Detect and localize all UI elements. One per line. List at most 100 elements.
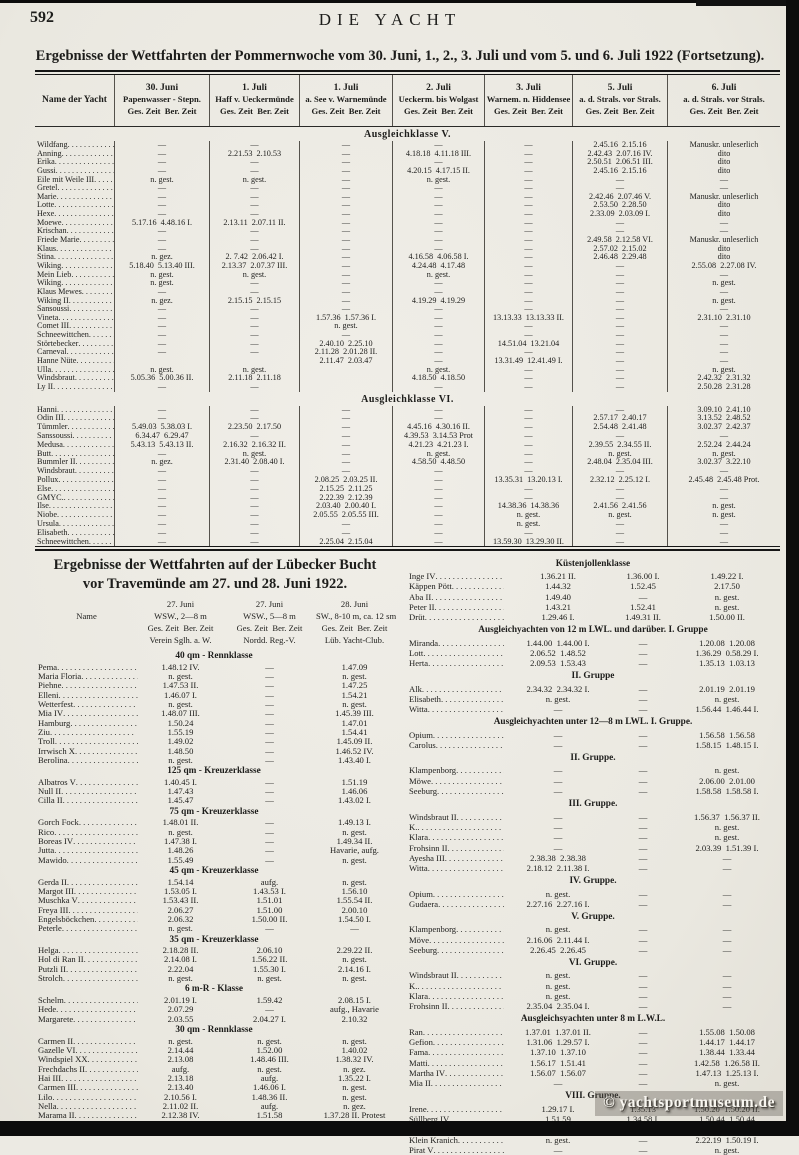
result-cell: dito <box>717 210 731 219</box>
yacht-name: Gussi <box>35 166 115 176</box>
yacht-name-label: Hede <box>38 1005 57 1015</box>
table-row: Ayesha III 2.38.38 2.38.38 — — <box>406 853 780 863</box>
dotted-leader <box>429 935 504 945</box>
dotted-leader <box>435 602 504 612</box>
yacht-name-label: Seeburg <box>409 944 438 955</box>
result-cell: — <box>265 855 274 865</box>
dotted-leader <box>425 612 504 622</box>
yacht-name: Else <box>35 484 115 494</box>
result-cell: n. gest. <box>168 924 193 934</box>
dotted-leader <box>58 476 114 485</box>
result-cell: — <box>638 1145 648 1155</box>
dotted-leader <box>74 887 138 896</box>
table-row: Muschka V 1.53.43 II. 1.51.01 1.55.54 II. <box>35 896 393 905</box>
luebeck-title-line2: vor Travemünde am 27. und 28. Juni 1922. <box>82 576 348 592</box>
table-row: Jutta 1.48.26 — Havarie, aufg. <box>35 846 393 855</box>
yacht-name-label: Marama II <box>38 1111 75 1121</box>
yacht-name-label: Wiking II <box>37 296 69 305</box>
result-cell: 2.38.38 2.38.38 <box>530 852 586 863</box>
result-cell: — <box>115 405 210 415</box>
yacht-name: Helga <box>35 946 138 955</box>
yacht-name: Gerda II <box>35 878 138 887</box>
table-row: Gussi———4.20.15 4.17.15 II.—2.45.16 2.15… <box>35 166 780 176</box>
result-cell: 1.51.00 <box>256 905 283 915</box>
yacht-name-label: Vineta <box>37 313 59 322</box>
result-cell: 1.49.13 I. <box>338 818 371 828</box>
result-cell: 1.50.00 II. <box>709 612 745 623</box>
dotted-leader <box>423 648 504 658</box>
dotted-leader <box>73 700 138 709</box>
yacht-name-label: Witta <box>409 863 428 874</box>
result-cell: — <box>722 970 732 981</box>
result-cell: 2.40.10 2.25.10 <box>300 339 393 349</box>
result-cell: — <box>300 166 393 176</box>
result-cell: — <box>638 863 648 874</box>
result-cell: — <box>300 227 393 237</box>
yacht-name-label: Gudaera <box>409 898 439 909</box>
yacht-name: Nella <box>35 1102 138 1111</box>
dotted-leader <box>79 818 138 827</box>
table-row: Windsbraut——————— <box>35 467 780 476</box>
result-cell: n. gest. <box>257 1064 282 1074</box>
yacht-name-label: Drüt <box>409 612 425 623</box>
result-cell: 3.09.10 2.41.10 <box>697 405 751 414</box>
result-cell: 2.03.40 2.00.40 I. <box>300 502 393 512</box>
result-cell: — <box>300 175 393 185</box>
table-row: Klaus Mewes——————— <box>35 287 780 297</box>
dotted-leader <box>62 924 138 933</box>
yacht-name: Windspiel XX <box>35 1055 138 1064</box>
result-cell: 2.26.45 2.26.45 <box>530 944 586 955</box>
dotted-leader <box>56 245 114 254</box>
yacht-name: Hamburg <box>35 719 138 728</box>
table-row: Piehne 1.47.53 II. — 1.47.25 <box>35 681 393 690</box>
yacht-name: Pollux <box>35 475 115 485</box>
yacht-name: Odin III <box>35 414 115 424</box>
result-cell: 4.45.16 4.30.16 II. <box>393 423 485 432</box>
result-cell: — <box>485 244 573 254</box>
yacht-name: Martha IV <box>406 1068 504 1078</box>
result-cell: 1.46.07 I. <box>164 690 197 700</box>
table-row: Berolina n. gest. — 1.43.40 I. <box>35 756 393 765</box>
table-row: K. — — n. gest. <box>406 822 780 832</box>
column-header-race-3: 1. Juli a. See v. Warnemünde Ges. Zeit B… <box>300 75 393 126</box>
result-cell: — <box>485 201 573 211</box>
yacht-name-label: Peter II <box>409 602 435 613</box>
result-cell: 2.35.04 2.35.04 I. <box>526 1001 590 1012</box>
dotted-leader <box>61 1074 138 1083</box>
result-cell: 1.59.42 <box>256 995 283 1005</box>
yacht-name: Piehne <box>35 681 138 690</box>
result-cell: 2.53.50 2.28.50 <box>573 201 668 211</box>
table-row: Lott 2.06.52 1.48.52 — 1.36.29 0.58.29 I. <box>406 648 780 658</box>
table-row: Boreas IV 1.47.38 I. — 1.49.34 II. <box>35 837 393 846</box>
table-row: Peter II 1.43.21 1.52.41 n. gest. <box>406 602 780 612</box>
yacht-name: Mawido <box>35 856 138 865</box>
result-cell: — <box>115 449 210 459</box>
result-cell: — <box>393 244 485 254</box>
yacht-name-label: Windsbraut <box>37 467 75 476</box>
result-cell: — <box>210 166 300 176</box>
dotted-leader <box>54 201 114 210</box>
dotted-leader <box>75 747 138 756</box>
result-cell: — <box>573 467 668 476</box>
result-cell: 5.43.13 5.43.13 II. <box>115 440 210 450</box>
yacht-name-label: Eile mit Weile III <box>37 175 95 184</box>
result-cell: — <box>393 493 485 503</box>
result-cell: — <box>573 331 668 340</box>
table-row: Gretel——————— <box>35 184 780 193</box>
yacht-name: Witta <box>406 863 504 873</box>
result-cell: — <box>210 313 300 323</box>
table-row: Opium — — 1.56.58 1.56.58 <box>406 730 780 740</box>
yacht-name: Hol di Ran II <box>35 955 138 964</box>
result-cell: — <box>719 175 729 184</box>
result-cell: 2.04.27 I. <box>253 1014 286 1024</box>
dotted-leader <box>57 193 114 202</box>
result-cell: 1.47.53 II. <box>162 681 199 691</box>
result-cell: — <box>265 737 274 747</box>
dotted-leader <box>417 981 504 991</box>
result-cell: — <box>719 339 729 348</box>
result-cell: — <box>210 210 300 219</box>
table-row: Schneewittchen——2.25.04 2.15.04—13.59.30… <box>35 537 780 547</box>
yacht-name: Frohsinn II <box>406 1001 504 1011</box>
